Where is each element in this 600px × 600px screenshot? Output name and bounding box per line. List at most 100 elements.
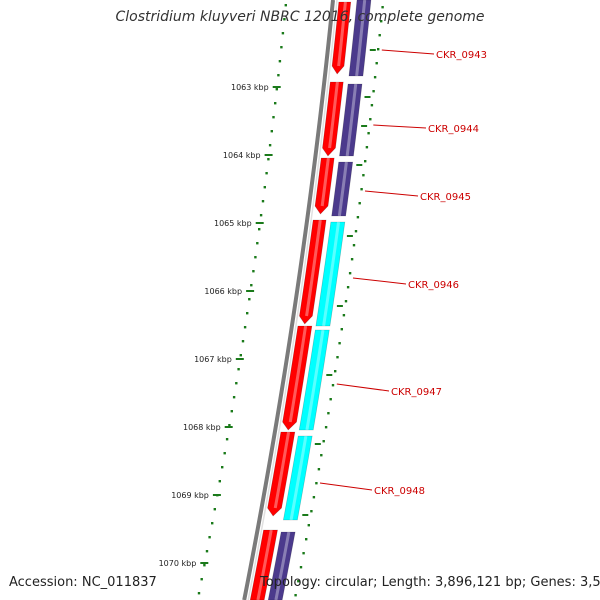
outer-tick-dot	[307, 524, 310, 527]
tick-dot	[261, 200, 265, 203]
tick-dot	[275, 88, 278, 91]
outer-tick-dot	[367, 132, 370, 135]
topology-label: Topology:	[260, 575, 321, 590]
forward-gene	[314, 157, 335, 215]
length-value: 3,896,121 bp	[435, 575, 522, 590]
tick-dot	[239, 354, 242, 357]
tick-dot	[267, 158, 270, 161]
tick-dot	[237, 368, 240, 371]
forward-gene-highlight	[328, 81, 339, 149]
tick-dot	[232, 396, 236, 399]
tick-dot	[277, 74, 280, 77]
tick-dot	[252, 270, 255, 273]
genes-label: Genes:	[530, 575, 576, 590]
outer-tick-dot	[302, 552, 305, 555]
outer-tick-dot	[305, 538, 308, 541]
reverse-gene	[267, 531, 296, 600]
gene-label: CKR_0943	[436, 50, 487, 61]
tick-dot	[225, 438, 229, 441]
outer-tick-dot	[346, 286, 350, 289]
tick-dot	[208, 536, 211, 539]
outer-tick-dot	[344, 300, 348, 303]
backbone-gap	[247, 0, 338, 600]
outer-tick-dot	[334, 370, 337, 373]
reverse-gene	[331, 161, 354, 217]
tick-dot	[218, 480, 221, 483]
tick-dot	[280, 46, 283, 49]
rna-gene-highlight	[322, 221, 341, 327]
forward-gene-highlight	[288, 325, 308, 423]
tick-dot	[248, 298, 251, 301]
tick-label: 1064 kbp	[223, 151, 261, 160]
tick-label: 1065 kbp	[214, 219, 252, 228]
tick-dot	[205, 550, 209, 553]
tick-dot	[263, 186, 266, 189]
accession-value: NC_011837	[81, 575, 157, 590]
forward-gene	[282, 325, 313, 431]
reverse-gene	[348, 0, 372, 77]
tick-dot	[258, 228, 261, 231]
tick-dot	[265, 172, 268, 175]
outer-tick-dot	[294, 594, 297, 597]
gene-label: CKR_0946	[408, 280, 459, 291]
length-label: Length:	[381, 575, 431, 590]
gene-label: CKR_0944	[428, 124, 479, 135]
topology-value: circular	[324, 575, 374, 590]
tick-dot	[235, 382, 238, 385]
outer-tick-dot	[340, 328, 343, 331]
tick-dot	[283, 18, 286, 21]
tick-dot	[256, 242, 259, 245]
forward-gene-highlight	[305, 219, 322, 317]
reverse-gene-highlight	[337, 161, 348, 217]
outer-tick-dot	[315, 482, 318, 485]
outer-tick-dot	[362, 174, 365, 177]
accession-label: Accession:	[9, 575, 78, 590]
forward-gene-highlight	[273, 431, 291, 509]
tick-dot	[270, 130, 273, 133]
tick-dot	[221, 466, 224, 469]
tick-label: 1066 kbp	[204, 287, 242, 296]
outer-tick-dot	[352, 244, 356, 247]
tick-dot	[223, 452, 226, 455]
outer-tick-dot	[327, 412, 330, 415]
accession-info: Accession: NC_011837	[9, 575, 157, 590]
outer-tick-dot	[372, 90, 375, 93]
outer-tick-dot	[348, 272, 352, 275]
tick-dot	[243, 326, 247, 329]
reverse-gene-highlight	[274, 531, 291, 600]
outer-tick-dot	[358, 202, 361, 205]
gene-leader-line	[381, 49, 435, 55]
outer-tick-dot	[320, 454, 323, 457]
forward-gene	[267, 431, 296, 517]
rna-gene-highlight	[289, 435, 308, 521]
outer-tick-dot	[377, 48, 380, 51]
tick-dot	[281, 32, 285, 35]
forward-gene	[299, 219, 327, 325]
reverse-gene-highlight	[345, 83, 358, 157]
genes-value: 3,549	[579, 575, 600, 590]
tick-dot	[274, 102, 277, 105]
outer-tick-dot	[380, 20, 383, 23]
forward-gene	[249, 529, 278, 600]
outer-tick-dot	[331, 384, 335, 387]
outer-tick-dot	[336, 356, 339, 359]
gene-leader-line	[319, 482, 373, 491]
tick-dot	[200, 578, 203, 581]
tick-dot	[278, 60, 282, 63]
outer-tick-dot	[324, 426, 328, 429]
backbone	[242, 0, 335, 600]
tick-dot	[230, 410, 233, 413]
outer-tick-dot	[378, 34, 381, 37]
tick-dot	[246, 312, 249, 315]
tick-dot	[268, 144, 272, 147]
rna-gene	[315, 221, 346, 327]
outer-tick-dot	[350, 258, 354, 261]
tick-dot	[203, 564, 206, 567]
outer-tick-dot	[299, 566, 303, 569]
outer-tick-dot	[373, 76, 377, 79]
forward-gene-highlight	[320, 157, 330, 207]
map-title: Clostridium kluyveri NBRC 12016, complet…	[115, 9, 485, 25]
tick-dot	[211, 522, 214, 525]
